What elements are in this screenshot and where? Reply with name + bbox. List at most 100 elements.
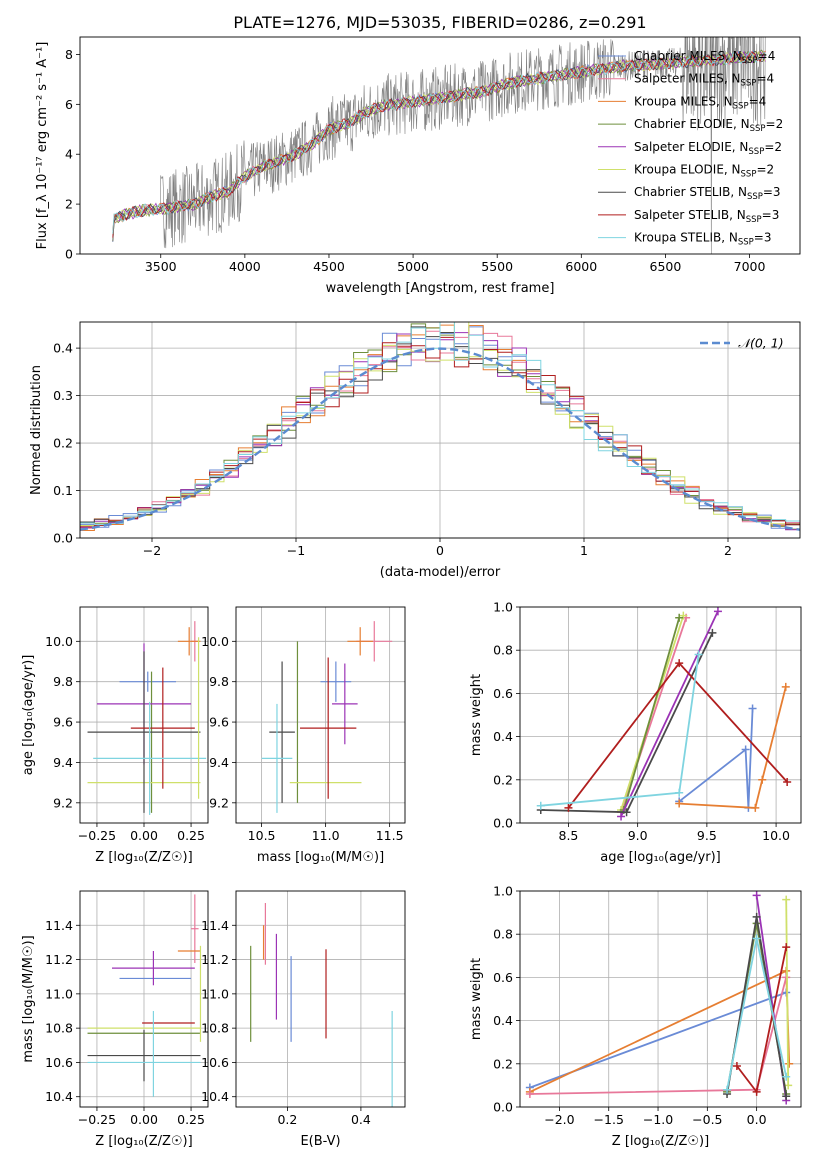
x-tick-label: 0.00 bbox=[130, 1112, 158, 1127]
x-tick-label: 10.0 bbox=[762, 828, 790, 843]
legend-label: Kroupa STELIB, NSSP=3 bbox=[634, 231, 772, 248]
legend-label: Kroupa MILES, NSSP=4 bbox=[634, 94, 766, 111]
errorbar-point bbox=[191, 894, 199, 963]
plus-marker bbox=[748, 704, 757, 713]
x-tick-label: 0.25 bbox=[177, 828, 205, 843]
plot-frame bbox=[519, 890, 802, 1108]
legend-label: Kroupa ELODIE, NSSP=2 bbox=[634, 163, 774, 180]
legend-label-sub: SSP bbox=[738, 238, 754, 248]
y-tick-label: 2 bbox=[65, 197, 73, 212]
x-tick-label: −2 bbox=[143, 543, 161, 558]
y-tick-label: 0.0 bbox=[493, 816, 513, 831]
y-tick-label: 11.2 bbox=[45, 952, 73, 967]
x-tick-label: 4000 bbox=[229, 259, 261, 274]
y-tick-label: 8 bbox=[65, 47, 73, 62]
legend-label-sub: SSP bbox=[741, 170, 757, 180]
plot-frame bbox=[79, 321, 801, 539]
panel-mass_vs_ebv: 0.2 0.4 10.4 10.6 10.8 11.0 11.2 11.4 E(B-V) bbox=[201, 890, 406, 1149]
x-tick-label: 6000 bbox=[565, 259, 597, 274]
errorbar-point bbox=[269, 661, 295, 803]
y-tick-label: 10.6 bbox=[201, 1055, 229, 1070]
plus-marker bbox=[782, 895, 791, 904]
x-tick-label: 7000 bbox=[734, 259, 766, 274]
legend-label-suffix: =3 bbox=[762, 208, 780, 222]
legend-label: Salpeter ELODIE, NSSP=2 bbox=[634, 140, 782, 157]
y-tick-label: 0.1 bbox=[53, 483, 73, 498]
legend-label-text: Kroupa MILES, N bbox=[634, 94, 733, 108]
plus-marker bbox=[782, 943, 791, 952]
x-tick-label: 0 bbox=[436, 543, 444, 558]
weight-line bbox=[540, 632, 714, 814]
legend-label-text: Salpeter STELIB, N bbox=[634, 208, 746, 222]
legend-label: Salpeter STELIB, NSSP=3 bbox=[634, 208, 779, 225]
weight-line bbox=[620, 610, 719, 817]
weight-line bbox=[540, 654, 700, 807]
y-tick-label: 9.6 bbox=[209, 715, 229, 730]
x-tick-label: 5000 bbox=[397, 259, 429, 274]
errorbar-point bbox=[332, 663, 358, 745]
errorbar-point bbox=[130, 667, 195, 789]
plus-marker bbox=[732, 1061, 741, 1070]
panel-mass_vs_Z: −0.25 0.00 0.25 10.4 10.6 10.8 11.0 11.2 11.4 Z [… bbox=[21, 890, 209, 1149]
y-tick-label: 0.0 bbox=[493, 1100, 513, 1115]
y-tick-label: 10.4 bbox=[45, 1089, 73, 1104]
legend-label-suffix: =2 bbox=[756, 163, 774, 177]
legend-label-sub: SSP bbox=[748, 147, 764, 157]
y-tick-label: 0.6 bbox=[493, 686, 513, 701]
legend-label-text: Chabrier ELODIE, N bbox=[634, 117, 750, 131]
x-tick-label: 5500 bbox=[481, 259, 513, 274]
y-tick-label: 6 bbox=[65, 97, 73, 112]
y-tick-label: 1.0 bbox=[493, 884, 513, 899]
x-axis-label: age [log₁₀(age/yr)] bbox=[600, 850, 721, 865]
plus-marker bbox=[751, 803, 760, 812]
y-axis-label: age [log₁₀(age/yr)] bbox=[21, 655, 36, 776]
x-tick-label: 9.0 bbox=[628, 828, 648, 843]
legend-label-sub: SSP bbox=[733, 101, 749, 111]
plus-marker bbox=[783, 777, 792, 786]
x-tick-label: −1.5 bbox=[594, 1112, 624, 1127]
y-tick-label: 0.3 bbox=[53, 388, 73, 403]
x-axis-label: Z [log₁₀(Z/Z☉)] bbox=[95, 1134, 192, 1149]
weight-line bbox=[679, 686, 787, 809]
histogram-step bbox=[80, 322, 800, 526]
figure-title: PLATE=1276, MJD=53035, FIBERID=0286, z=0… bbox=[233, 13, 646, 32]
plus-marker bbox=[752, 912, 761, 921]
plot-frame bbox=[79, 890, 209, 1108]
x-axis-label: Z [log₁₀(Z/Z☉)] bbox=[612, 1134, 709, 1149]
model-line bbox=[112, 50, 766, 242]
y-tick-label: 0.2 bbox=[493, 1056, 513, 1071]
errorbar-point bbox=[347, 627, 373, 656]
y-tick-label: 9.4 bbox=[209, 755, 229, 770]
y-tick-label: 10.0 bbox=[45, 634, 73, 649]
legend-label-text: Chabrier MILES, N bbox=[634, 49, 742, 63]
y-tick-label: 11.4 bbox=[201, 918, 229, 933]
errorbar-point bbox=[177, 627, 201, 656]
model-line bbox=[112, 51, 766, 238]
x-tick-label: 3500 bbox=[145, 259, 177, 274]
x-tick-label: 0.2 bbox=[277, 1112, 297, 1127]
y-tick-label: 0 bbox=[65, 247, 73, 262]
y-tick-label: 1.0 bbox=[493, 600, 513, 615]
plus-marker bbox=[782, 1072, 791, 1081]
y-tick-label: 9.2 bbox=[209, 795, 229, 810]
plot-frame bbox=[79, 36, 801, 255]
y-tick-label: 0.8 bbox=[493, 643, 513, 658]
legend-label-text: Salpeter MILES, N bbox=[634, 72, 741, 86]
legend-label-text: Chabrier STELIB, N bbox=[634, 185, 747, 199]
weight-line bbox=[736, 947, 788, 1095]
legend-label-suffix: =4 bbox=[756, 72, 774, 86]
panel-age_vs_Z: −0.25 0.00 0.25 9.2 9.4 9.6 9.8 10.0 Z [log₁₀(Z/… bbox=[21, 606, 209, 865]
x-axis-label: Z [log₁₀(Z/Z☉)] bbox=[95, 850, 192, 865]
model-line bbox=[112, 50, 766, 241]
panel-weight_vs_Z: −2.0 −1.5 −1.0 −0.5 0.0 0.0 0.2 0.4 0.6 0.8 1.0 Z [… bbox=[469, 884, 802, 1149]
y-tick-label: 10.0 bbox=[201, 634, 229, 649]
x-tick-label: 0.4 bbox=[351, 1112, 371, 1127]
y-tick-label: 0.2 bbox=[493, 772, 513, 787]
y-tick-label: 10.4 bbox=[201, 1089, 229, 1104]
y-tick-label: 11.4 bbox=[45, 918, 73, 933]
y-axis-label: Normed distribution bbox=[29, 365, 44, 495]
y-tick-label: 11.0 bbox=[45, 986, 73, 1001]
legend-label-suffix: =2 bbox=[764, 140, 782, 154]
legend-label-text: Kroupa STELIB, N bbox=[634, 231, 738, 245]
plus-marker bbox=[675, 659, 684, 668]
